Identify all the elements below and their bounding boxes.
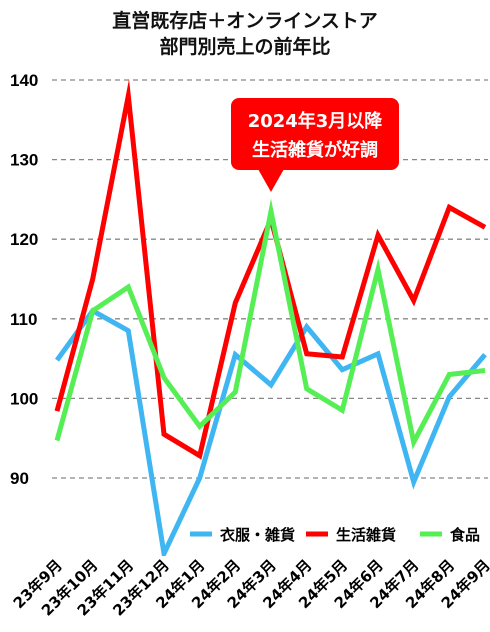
y-tick-label: 140 xyxy=(10,71,38,90)
legend-label: 生活雑貨 xyxy=(336,526,396,544)
y-tick-label: 90 xyxy=(10,469,29,488)
annotation-pointer xyxy=(258,169,284,192)
chart-subtitle: 部門別売上の前年比 xyxy=(159,36,331,58)
annotation-line2: 生活雑貨が好調 xyxy=(252,139,378,161)
y-tick-label: 130 xyxy=(10,151,38,170)
series-line-1 xyxy=(54,307,487,556)
y-tick-label: 100 xyxy=(10,389,38,408)
y-tick-label: 110 xyxy=(10,310,37,329)
annotation-box xyxy=(231,98,399,170)
y-tick-label: 120 xyxy=(10,230,38,249)
annotation-line1: 2024年3月以降 xyxy=(248,110,384,132)
legend-label: 衣服・雑貨 xyxy=(220,526,295,544)
series-line-3 xyxy=(54,198,486,450)
legend-label: 食品 xyxy=(450,526,480,544)
chart-title: 直営既存店＋オンラインストア xyxy=(112,10,378,32)
